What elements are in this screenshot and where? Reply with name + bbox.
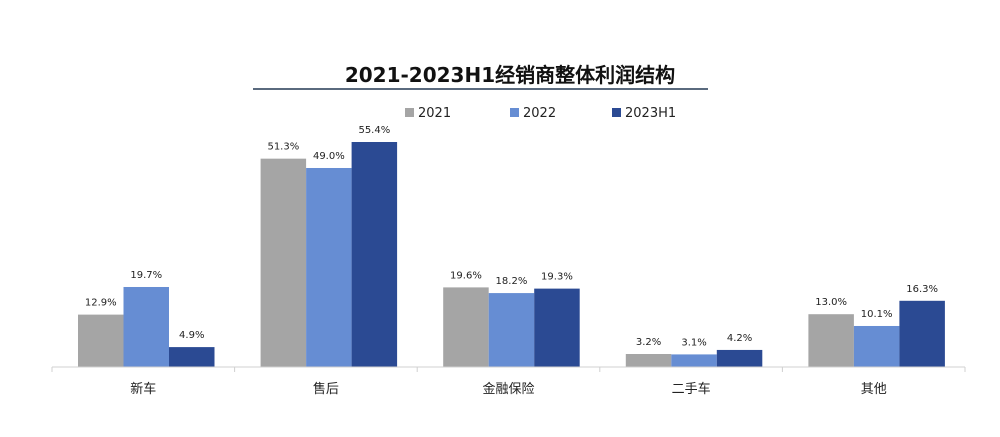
bar-2022-新车 bbox=[123, 286, 169, 367]
bar-2021-二手车 bbox=[625, 354, 672, 367]
data-label: 19.3% bbox=[541, 272, 573, 283]
legend-label-2021: 2021 bbox=[418, 106, 451, 121]
bars: 12.9% 51.3% 19.6% 3.2% 13.0% 19.7% 49.0% 18.2% 3… bbox=[78, 125, 945, 367]
data-label: 51.3% bbox=[267, 142, 299, 153]
data-label: 13.0% bbox=[815, 297, 847, 308]
bar-2022-金融保险 bbox=[488, 293, 535, 367]
legend-swatch-2023H1 bbox=[612, 108, 621, 117]
bar-2023H1-新车 bbox=[169, 347, 215, 367]
data-label: 19.6% bbox=[450, 270, 482, 281]
x-tick-label: 金融保险 bbox=[482, 381, 534, 397]
data-label: 4.9% bbox=[179, 330, 204, 341]
x-tick-label: 新车 bbox=[130, 381, 156, 397]
legend-label-2023H1: 2023H1 bbox=[625, 106, 676, 121]
data-label: 4.2% bbox=[727, 333, 752, 344]
bar-2021-其他 bbox=[808, 314, 854, 367]
bar-2021-售后 bbox=[260, 158, 307, 367]
legend: 2021 2022 2023H1 bbox=[405, 106, 676, 121]
bar-2022-其他 bbox=[853, 325, 900, 367]
legend-swatch-2022 bbox=[510, 108, 519, 117]
bar-2021-金融保险 bbox=[443, 287, 489, 367]
data-label: 3.1% bbox=[681, 337, 706, 348]
legend-label-2022: 2022 bbox=[523, 106, 556, 121]
x-tick-label: 二手车 bbox=[672, 381, 711, 397]
bar-2022-售后 bbox=[306, 167, 352, 367]
data-label: 16.3% bbox=[906, 284, 938, 295]
x-tick-label: 其他 bbox=[861, 382, 887, 397]
data-label: 12.9% bbox=[85, 298, 117, 309]
bar-2023H1-售后 bbox=[351, 142, 398, 367]
bar-2023H1-金融保险 bbox=[534, 288, 580, 367]
bar-2021-新车 bbox=[78, 314, 124, 367]
x-axis: 新车 售后 金融保险 二手车 其他 bbox=[51, 366, 966, 397]
x-tick-label: 售后 bbox=[313, 381, 339, 397]
legend-swatch-2021 bbox=[405, 108, 414, 117]
bar-2023H1-其他 bbox=[899, 300, 945, 367]
bar-2022-二手车 bbox=[671, 354, 717, 367]
data-label: 55.4% bbox=[358, 125, 390, 136]
chart-title: 2021-2023H1经销商整体利润结构 bbox=[345, 63, 675, 87]
bar-2023H1-二手车 bbox=[716, 349, 763, 367]
data-label: 3.2% bbox=[636, 337, 661, 348]
data-label: 18.2% bbox=[496, 276, 528, 287]
data-label: 49.0% bbox=[313, 151, 345, 162]
data-label: 10.1% bbox=[861, 309, 893, 320]
data-label: 19.7% bbox=[130, 270, 162, 281]
